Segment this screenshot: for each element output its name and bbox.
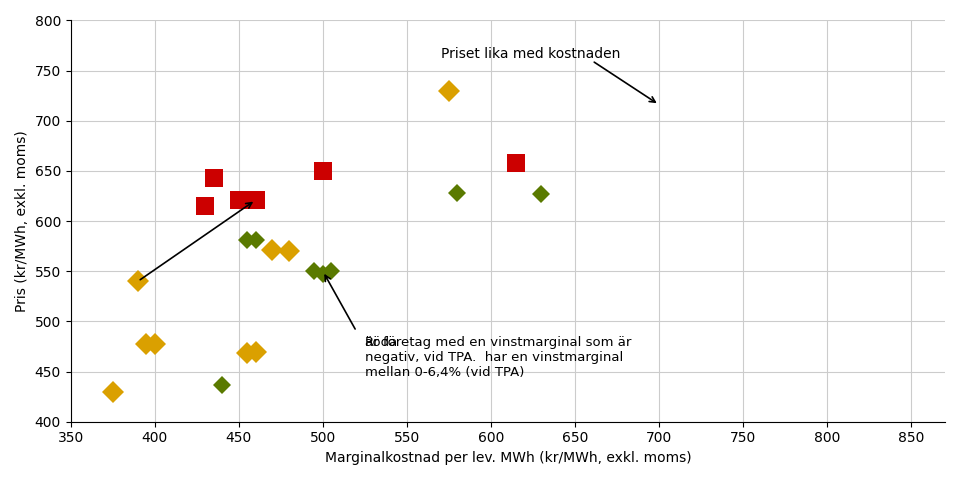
Text: Röda: Röda <box>365 336 398 349</box>
Text: är företag med en vinstmarginal som är
negativ, vid TPA.  har en vinstmarginal
m: är företag med en vinstmarginal som är n… <box>365 336 632 380</box>
X-axis label: Marginalkostnad per lev. MWh (kr/MWh, exkl. moms): Marginalkostnad per lev. MWh (kr/MWh, ex… <box>324 451 691 465</box>
Text: Priset lika med kostnaden: Priset lika med kostnaden <box>441 47 620 60</box>
Y-axis label: Pris (kr/MWh, exkl. moms): Pris (kr/MWh, exkl. moms) <box>15 130 29 312</box>
